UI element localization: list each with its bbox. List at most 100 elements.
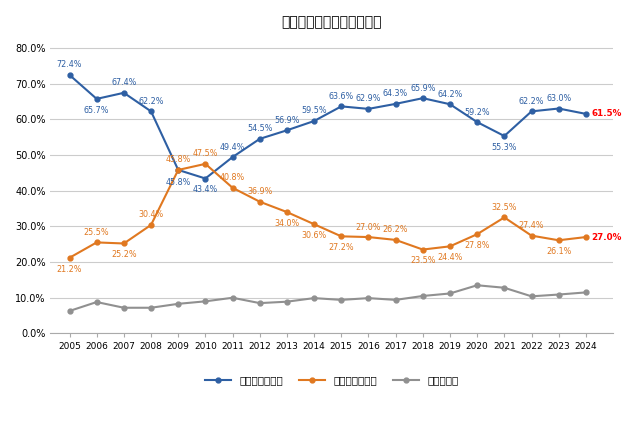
- Text: 43.4%: 43.4%: [193, 185, 218, 195]
- 採用予定がある: [392, 101, 399, 106]
- 採用予定はない: [527, 233, 535, 238]
- 分からない: [228, 295, 236, 300]
- 分からない: [310, 295, 318, 300]
- 分からない: [392, 298, 399, 303]
- Text: 27.0%: 27.0%: [591, 232, 622, 241]
- Text: 67.4%: 67.4%: [111, 78, 136, 87]
- Text: 27.8%: 27.8%: [465, 241, 490, 250]
- 分からない: [120, 305, 128, 310]
- 採用予定がある: [283, 128, 291, 133]
- 採用予定がある: [93, 96, 100, 102]
- 採用予定はない: [174, 167, 182, 173]
- Text: 26.2%: 26.2%: [383, 225, 408, 234]
- Text: 62.9%: 62.9%: [356, 94, 381, 103]
- 採用予定はない: [582, 235, 589, 240]
- 分からない: [500, 285, 508, 290]
- Text: 45.8%: 45.8%: [166, 156, 191, 164]
- 採用予定はない: [500, 215, 508, 220]
- Text: 49.4%: 49.4%: [220, 142, 245, 152]
- Text: 26.1%: 26.1%: [546, 247, 572, 256]
- Text: 47.5%: 47.5%: [193, 149, 218, 158]
- 採用予定がある: [419, 96, 427, 101]
- Line: 分からない: 分からない: [67, 283, 588, 313]
- 採用予定がある: [202, 176, 209, 181]
- 採用予定はない: [202, 162, 209, 167]
- Line: 採用予定はない: 採用予定はない: [67, 162, 588, 260]
- 分からない: [147, 305, 155, 310]
- 採用予定がある: [474, 119, 481, 125]
- Text: 21.2%: 21.2%: [57, 265, 83, 274]
- 採用予定がある: [446, 102, 454, 107]
- 採用予定がある: [337, 104, 345, 109]
- 分からない: [527, 294, 535, 299]
- Text: 25.5%: 25.5%: [84, 228, 109, 237]
- 分からない: [555, 292, 563, 297]
- 分からない: [283, 299, 291, 304]
- Text: 23.5%: 23.5%: [410, 257, 436, 266]
- Text: 61.5%: 61.5%: [591, 109, 622, 119]
- Text: 36.9%: 36.9%: [247, 187, 273, 196]
- Text: 27.0%: 27.0%: [356, 223, 381, 232]
- 採用予定がある: [256, 136, 264, 142]
- 採用予定がある: [66, 72, 74, 77]
- 分からない: [337, 298, 345, 303]
- Text: 64.2%: 64.2%: [437, 90, 463, 99]
- 分からない: [446, 291, 454, 296]
- 分からない: [419, 293, 427, 298]
- Text: 62.2%: 62.2%: [138, 97, 164, 106]
- 分からない: [66, 309, 74, 314]
- 採用予定はない: [555, 238, 563, 243]
- Text: 65.7%: 65.7%: [84, 106, 109, 115]
- 分からない: [582, 290, 589, 295]
- Text: 62.2%: 62.2%: [519, 97, 544, 106]
- 採用予定がある: [582, 111, 589, 116]
- 採用予定がある: [527, 109, 535, 114]
- Text: 34.0%: 34.0%: [275, 219, 300, 228]
- Text: 63.0%: 63.0%: [546, 94, 572, 103]
- 採用予定はない: [392, 238, 399, 243]
- 分からない: [93, 300, 100, 305]
- Text: 45.8%: 45.8%: [166, 178, 191, 187]
- 分からない: [256, 300, 264, 306]
- 採用予定はない: [419, 247, 427, 252]
- Text: 30.4%: 30.4%: [138, 210, 164, 219]
- 採用予定はない: [474, 232, 481, 237]
- Text: 64.3%: 64.3%: [383, 89, 408, 98]
- 採用予定はない: [446, 244, 454, 249]
- Text: 25.2%: 25.2%: [111, 250, 137, 259]
- Text: 59.5%: 59.5%: [301, 106, 327, 116]
- Text: 32.5%: 32.5%: [492, 203, 517, 212]
- 採用予定がある: [310, 119, 318, 124]
- 採用予定はない: [256, 199, 264, 204]
- 採用予定はない: [120, 241, 128, 246]
- 採用予定はない: [66, 255, 74, 261]
- Text: 30.6%: 30.6%: [301, 231, 326, 240]
- Text: 63.6%: 63.6%: [329, 92, 354, 101]
- 採用予定がある: [147, 109, 155, 114]
- Text: 27.2%: 27.2%: [328, 243, 354, 252]
- 採用予定はない: [337, 234, 345, 239]
- 採用予定がある: [120, 90, 128, 95]
- 分からない: [474, 283, 481, 288]
- 採用予定がある: [228, 155, 236, 160]
- Title: 正社員の雇用動向（採用）: 正社員の雇用動向（採用）: [282, 15, 382, 29]
- 採用予定はない: [228, 185, 236, 190]
- 採用予定がある: [500, 133, 508, 139]
- Text: 59.2%: 59.2%: [465, 108, 490, 116]
- 採用予定はない: [93, 240, 100, 245]
- Text: 56.9%: 56.9%: [274, 116, 300, 125]
- 採用予定はない: [283, 210, 291, 215]
- 分からない: [365, 295, 372, 300]
- 採用予定はない: [147, 222, 155, 227]
- Text: 27.4%: 27.4%: [519, 221, 544, 230]
- 採用予定はない: [310, 222, 318, 227]
- Text: 65.9%: 65.9%: [410, 84, 436, 93]
- 採用予定がある: [555, 106, 563, 111]
- Legend: 採用予定がある, 採用予定はない, 分からない: 採用予定がある, 採用予定はない, 分からない: [201, 371, 463, 390]
- Text: 72.4%: 72.4%: [57, 60, 83, 69]
- 採用予定がある: [174, 167, 182, 173]
- Text: 40.8%: 40.8%: [220, 173, 245, 182]
- Text: 54.5%: 54.5%: [247, 125, 273, 133]
- 採用予定がある: [365, 106, 372, 111]
- 採用予定はない: [365, 235, 372, 240]
